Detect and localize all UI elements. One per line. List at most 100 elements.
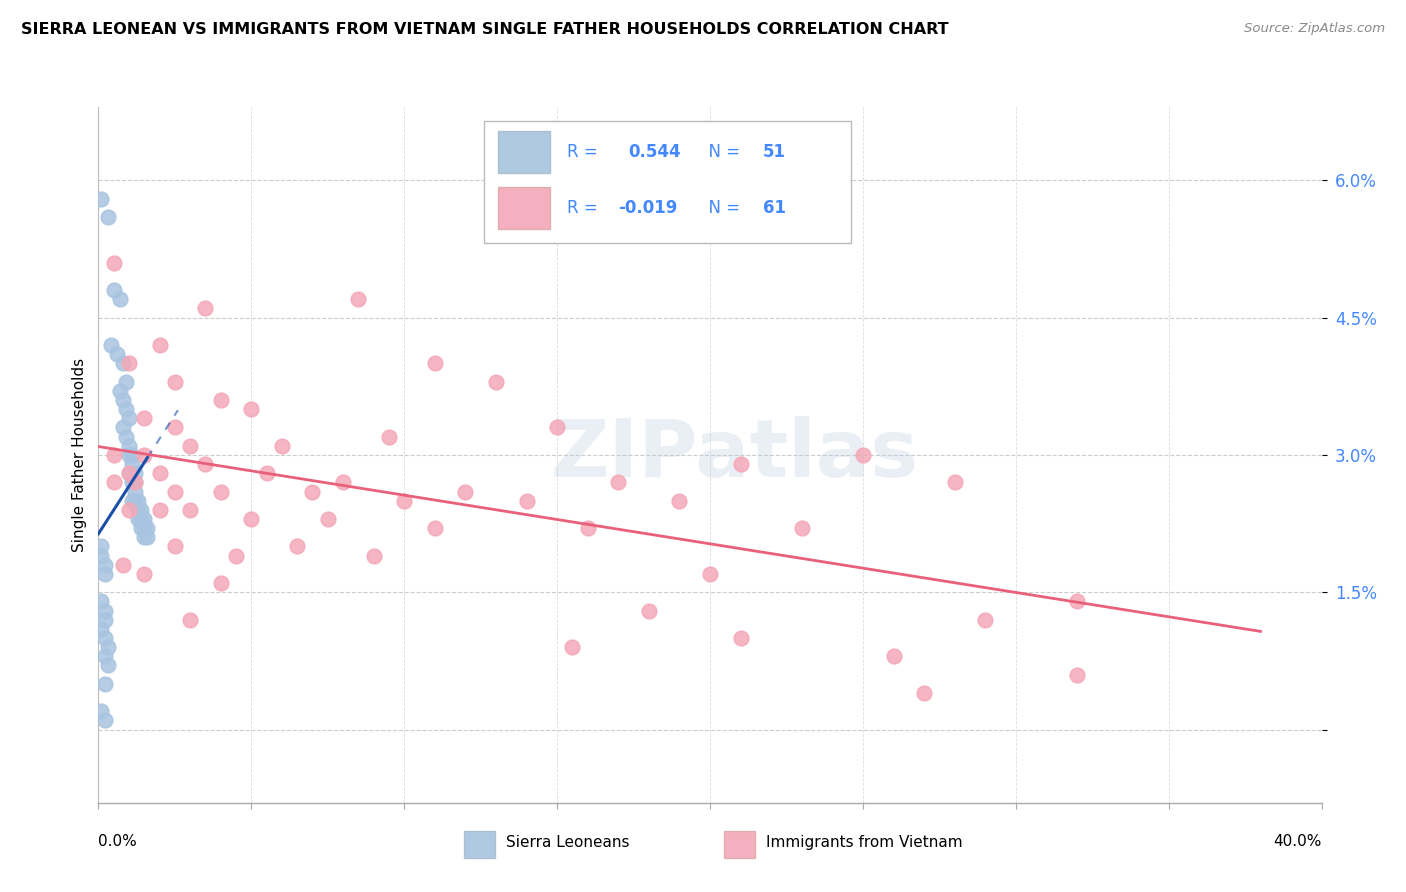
Point [332,475,354,490]
Point [129,503,152,517]
Y-axis label: Single Father Households: Single Father Households [72,358,87,552]
Point [121,475,143,490]
Point [103,448,125,462]
Point [93,603,115,617]
Point [546,420,568,434]
Point [316,512,339,526]
Point [124,467,146,481]
Point [209,392,232,407]
Point [118,503,141,517]
Text: SIERRA LEONEAN VS IMMIGRANTS FROM VIETNAM SINGLE FATHER HOUSEHOLDS CORRELATION C: SIERRA LEONEAN VS IMMIGRANTS FROM VIETNA… [21,22,949,37]
Point [115,402,138,417]
Point [134,448,156,462]
Point [90,549,112,563]
Point [423,356,446,370]
Point [127,503,149,517]
Point [576,521,599,535]
Point [97,640,120,655]
Text: ZIPatlas: ZIPatlas [550,416,918,494]
Point [118,448,141,462]
Point [163,420,186,434]
Point [129,521,152,535]
Point [256,467,278,481]
Point [115,375,138,389]
Point [103,255,125,269]
Point [943,475,966,490]
Point [90,540,112,554]
Text: N =: N = [697,144,745,161]
Point [790,521,813,535]
Point [93,631,115,645]
Point [90,192,112,206]
Point [423,521,446,535]
Point [118,467,141,481]
Text: 61: 61 [762,199,786,217]
Point [108,384,131,398]
Point [121,493,143,508]
Point [127,512,149,526]
FancyBboxPatch shape [464,831,495,858]
Point [974,613,997,627]
Point [285,540,308,554]
Point [637,603,661,617]
Point [485,375,508,389]
FancyBboxPatch shape [484,121,851,243]
Point [97,658,120,673]
Point [111,558,134,572]
Point [912,686,935,700]
Point [93,613,115,627]
Point [136,530,159,544]
Point [163,484,186,499]
Point [134,411,156,425]
FancyBboxPatch shape [724,831,755,858]
Point [90,704,112,718]
Point [100,338,122,352]
Point [90,622,112,636]
FancyBboxPatch shape [498,131,550,173]
Point [118,411,141,425]
Text: 51: 51 [762,144,786,161]
Point [93,677,115,691]
Point [134,521,156,535]
Point [93,714,115,728]
Point [363,549,385,563]
Point [730,457,752,471]
Point [124,475,146,490]
Point [1066,594,1088,608]
Point [240,512,263,526]
Point [607,475,630,490]
Point [93,566,115,581]
Point [134,512,156,526]
Point [90,594,112,608]
Point [209,484,232,499]
Point [105,347,128,361]
Point [124,484,146,499]
Point [124,493,146,508]
Point [378,429,401,443]
Text: Sierra Leoneans: Sierra Leoneans [506,836,630,850]
Point [194,301,217,316]
Point [730,631,752,645]
Point [883,649,905,664]
Point [240,402,263,417]
Point [347,293,370,307]
Point [699,566,721,581]
Point [179,439,201,453]
Point [121,457,143,471]
Point [93,558,115,572]
Text: R =: R = [567,144,609,161]
Point [194,457,217,471]
Point [668,493,690,508]
Point [179,613,201,627]
Point [103,475,125,490]
Point [225,549,247,563]
Point [93,649,115,664]
Text: 0.0%: 0.0% [98,834,138,849]
Point [97,210,120,224]
Text: R =: R = [567,199,603,217]
Point [134,566,156,581]
Point [115,429,138,443]
Point [852,448,875,462]
Point [118,467,141,481]
Point [149,467,172,481]
